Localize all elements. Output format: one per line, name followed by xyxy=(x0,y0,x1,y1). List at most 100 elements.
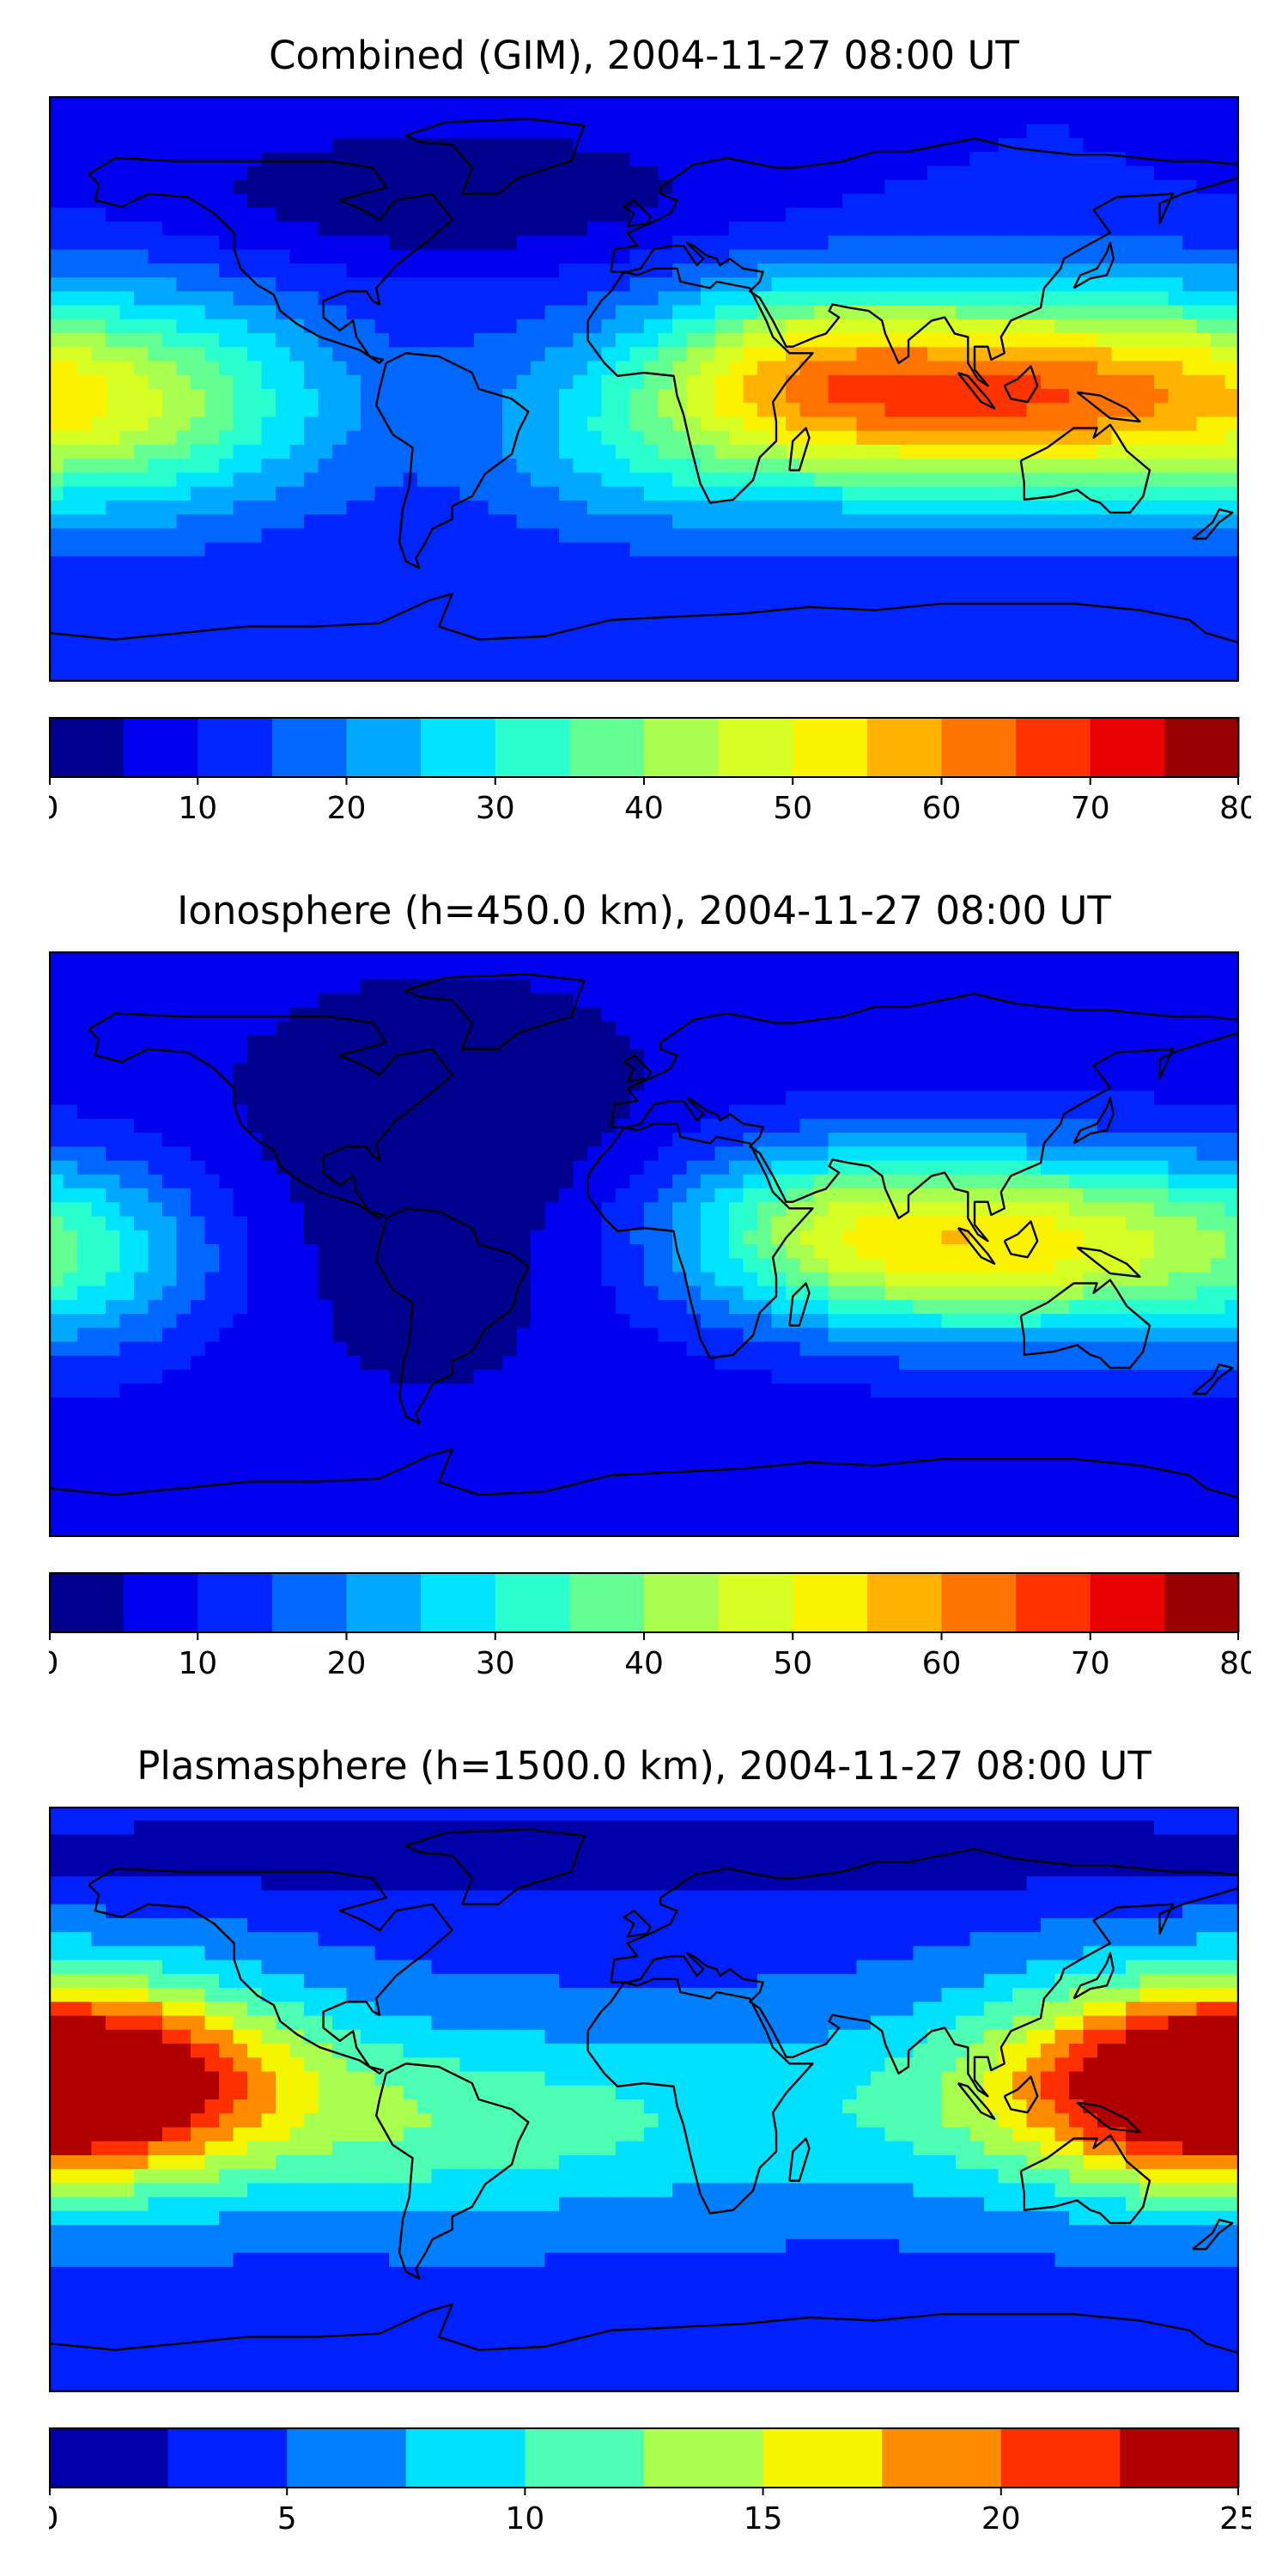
field-cell xyxy=(502,528,518,544)
field-cell xyxy=(219,1048,234,1064)
field-cell xyxy=(658,626,673,641)
field-cell xyxy=(1083,1104,1098,1120)
field-cell xyxy=(204,472,220,488)
field-cell xyxy=(516,667,532,682)
field-cell xyxy=(119,110,135,125)
field-cell xyxy=(474,389,489,404)
field-cell xyxy=(714,444,730,459)
field-cell xyxy=(644,374,659,390)
field-cell xyxy=(1182,556,1198,571)
field-cell xyxy=(1126,319,1141,334)
field-cell xyxy=(814,640,829,655)
field-cell xyxy=(1211,166,1226,181)
field-cell xyxy=(616,249,631,264)
field-cell xyxy=(346,403,361,418)
field-cell xyxy=(616,305,631,320)
field-cell xyxy=(941,1104,957,1120)
field-cell xyxy=(289,514,305,529)
field-cell xyxy=(1097,207,1113,222)
field-cell xyxy=(672,1133,688,1147)
field-cell xyxy=(1196,1146,1212,1162)
field-cell xyxy=(49,979,64,994)
field-cell xyxy=(1069,137,1084,153)
field-cell xyxy=(77,193,93,209)
field-cell xyxy=(573,965,588,981)
field-cell xyxy=(1168,1146,1183,1162)
field-cell xyxy=(629,249,645,264)
field-cell xyxy=(672,1118,688,1133)
field-cell xyxy=(119,1118,135,1133)
field-cell xyxy=(176,347,191,362)
field-cell xyxy=(1069,979,1084,994)
field-cell xyxy=(658,319,673,334)
field-cell xyxy=(219,347,234,362)
field-cell xyxy=(204,235,220,251)
field-cell xyxy=(474,319,489,334)
field-cell xyxy=(318,389,333,404)
field-cell xyxy=(106,611,121,627)
field-cell xyxy=(91,361,106,376)
field-cell xyxy=(1224,528,1239,544)
field-cell xyxy=(403,151,418,167)
field-cell xyxy=(1111,96,1127,111)
field-cell xyxy=(106,124,121,139)
field-cell xyxy=(289,528,305,544)
field-cell xyxy=(998,235,1013,251)
field-cell xyxy=(289,207,305,222)
field-cell xyxy=(417,193,433,209)
field-cell xyxy=(233,222,248,236)
field-cell xyxy=(956,584,971,599)
field-cell xyxy=(502,110,518,125)
field-cell xyxy=(969,291,985,307)
field-cell xyxy=(729,1104,744,1120)
field-cell xyxy=(77,333,93,348)
field-cell xyxy=(1069,459,1084,474)
field-cell xyxy=(417,556,433,571)
field-cell xyxy=(644,1062,659,1078)
field-cell xyxy=(1196,500,1212,515)
field-cell xyxy=(729,965,744,981)
field-cell xyxy=(531,1091,546,1106)
field-cell xyxy=(1083,1048,1098,1064)
field-cell xyxy=(672,137,688,153)
field-cell xyxy=(191,179,206,195)
field-cell xyxy=(1012,347,1028,362)
field-cell xyxy=(828,1104,843,1120)
field-cell xyxy=(1211,151,1226,167)
field-cell xyxy=(1196,1104,1212,1120)
colorbar-segment xyxy=(1090,717,1165,777)
field-cell xyxy=(1182,1118,1198,1133)
field-cell xyxy=(799,1133,815,1147)
field-cell xyxy=(361,319,376,334)
field-cell xyxy=(49,137,64,153)
field-cell xyxy=(346,1021,361,1036)
field-cell xyxy=(701,965,716,981)
field-cell xyxy=(1054,193,1070,209)
field-cell xyxy=(1097,1048,1113,1064)
field-cell xyxy=(1224,1021,1239,1036)
field-cell xyxy=(134,993,149,1008)
field-cell xyxy=(1168,319,1183,334)
field-cell xyxy=(417,374,433,390)
field-cell xyxy=(431,166,447,181)
field-cell xyxy=(233,305,248,320)
field-cell xyxy=(771,137,787,153)
field-cell xyxy=(446,1160,461,1176)
field-cell xyxy=(516,1035,532,1050)
field-cell xyxy=(856,277,872,292)
combined-colorbar: 01020304050607080 xyxy=(49,717,1251,820)
field-cell xyxy=(884,444,900,459)
field-cell xyxy=(871,361,886,376)
field-cell xyxy=(913,110,928,125)
field-cell xyxy=(799,389,815,404)
field-cell xyxy=(814,598,829,613)
field-cell xyxy=(969,472,985,488)
field-cell xyxy=(1041,305,1056,320)
field-cell xyxy=(941,993,957,1008)
field-cell xyxy=(771,1035,787,1050)
field-cell xyxy=(459,347,475,362)
field-cell xyxy=(842,444,858,459)
field-cell xyxy=(856,235,872,251)
field-cell xyxy=(941,598,957,613)
field-cell xyxy=(346,305,361,320)
